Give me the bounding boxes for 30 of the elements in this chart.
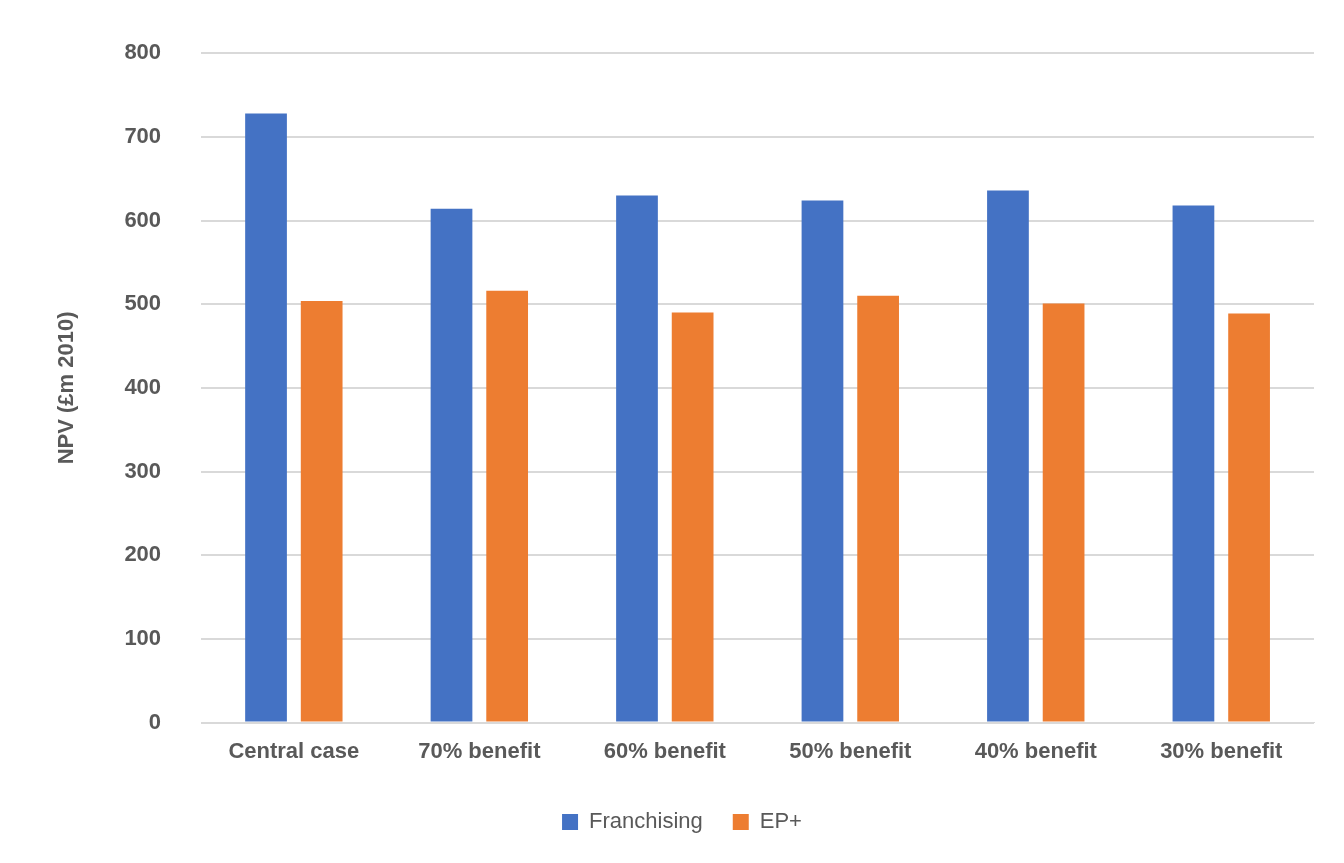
bar xyxy=(1228,313,1270,722)
legend-label: Franchising xyxy=(589,808,703,834)
y-tick-label: 300 xyxy=(124,457,162,483)
bar xyxy=(671,312,714,722)
x-tick-label: 50% benefit xyxy=(789,737,913,763)
y-axis-title: NPV (£m 2010) xyxy=(53,311,79,465)
legend-label: EP+ xyxy=(759,808,802,834)
bar xyxy=(245,113,287,722)
bar xyxy=(616,195,658,722)
y-tick-label: 600 xyxy=(124,206,162,232)
bar xyxy=(987,190,1029,722)
bar xyxy=(857,295,899,722)
bar xyxy=(486,290,529,722)
y-tick-label: 800 xyxy=(124,39,162,65)
bar xyxy=(430,208,473,722)
y-tick-label: 400 xyxy=(124,373,162,399)
y-tick-label: 200 xyxy=(124,541,162,567)
x-tick-label: 60% benefit xyxy=(603,737,727,763)
y-tick-label: 500 xyxy=(124,290,162,316)
bar xyxy=(801,200,844,722)
y-tick-label: 0 xyxy=(148,708,162,734)
x-tick-label: 30% benefit xyxy=(1160,737,1284,763)
bar xyxy=(1042,303,1085,722)
y-tick-label: 100 xyxy=(124,624,162,650)
x-tick-label: Central case xyxy=(228,737,360,763)
x-tick-label: 40% benefit xyxy=(974,737,1098,763)
x-tick-label: 70% benefit xyxy=(418,737,542,763)
bar xyxy=(1172,205,1215,722)
y-tick-label: 700 xyxy=(124,122,162,148)
bar xyxy=(300,300,343,722)
